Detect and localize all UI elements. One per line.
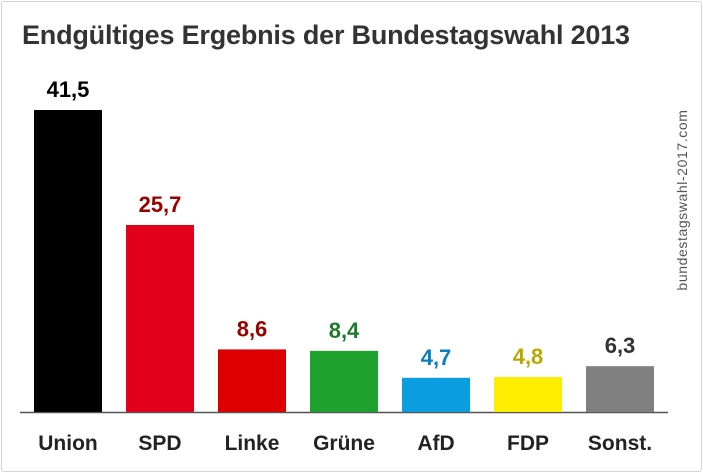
value-label-linke: 8,6 [237, 316, 268, 341]
bar-linke [218, 349, 286, 412]
value-label-afd: 4,7 [421, 345, 452, 370]
category-label-grne: Grüne [313, 432, 375, 455]
category-label-linke: Linke [225, 432, 280, 455]
value-labels-group: 41,5 25,7 8,6 8,4 4,7 4,8 6,3 [47, 77, 636, 370]
value-label-sonst: 6,3 [605, 333, 636, 358]
category-label-sonst: Sonst. [588, 432, 652, 455]
category-label-afd: AfD [417, 432, 454, 455]
bar-grne [310, 350, 378, 412]
category-label-union: Union [38, 432, 97, 455]
value-label-spd: 25,7 [139, 192, 182, 217]
bars-group [34, 110, 654, 412]
chart-title: Endgültiges Ergebnis der Bundestagswahl … [22, 20, 630, 50]
bar-union [34, 110, 102, 412]
bar-afd [402, 377, 470, 412]
bar-fdp [494, 377, 562, 412]
value-label-grne: 8,4 [329, 318, 360, 343]
value-label-fdp: 4,8 [513, 344, 544, 369]
category-label-fdp: FDP [507, 432, 549, 455]
category-labels-group: Union SPD Linke Grüne AfD FDP Sonst. [38, 432, 652, 455]
bar-spd [126, 224, 194, 412]
bar-sonst [586, 366, 654, 412]
category-label-spd: SPD [138, 432, 181, 455]
value-label-union: 41,5 [47, 77, 90, 102]
